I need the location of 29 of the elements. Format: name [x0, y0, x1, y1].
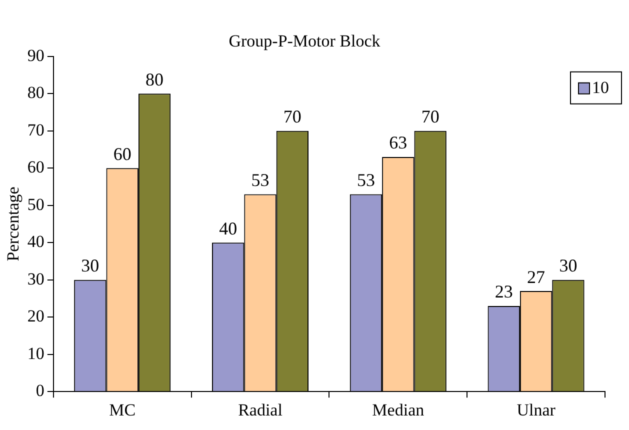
data-label: 63 [389, 132, 408, 153]
chart-title: Group-P-Motor Block [228, 32, 381, 51]
data-label: 40 [219, 218, 238, 238]
y-tick-label: 0 [36, 381, 44, 400]
data-label: 27 [527, 266, 546, 287]
data-label: 23 [494, 282, 513, 302]
legend-label: 10 [592, 78, 609, 97]
y-tick-label: 20 [27, 306, 44, 326]
y-tick-label: 60 [27, 158, 44, 177]
data-label: 53 [356, 170, 375, 190]
x-tick-label: Radial [238, 400, 283, 420]
y-axis-title: Percentage [4, 186, 23, 262]
y-tick-label: 40 [27, 232, 44, 252]
x-tick-label: Ulnar [516, 400, 556, 420]
data-label: 70 [421, 106, 440, 127]
y-tick-label: 80 [27, 83, 44, 102]
data-label: 80 [146, 69, 164, 90]
data-label: 70 [283, 106, 302, 127]
data-label: 30 [559, 256, 578, 276]
y-tick-label: 10 [27, 344, 44, 363]
x-tick-label: MC [109, 400, 136, 420]
y-tick-label: 90 [27, 46, 44, 65]
data-label: 60 [113, 144, 132, 164]
x-tick-label: Median [372, 400, 425, 420]
data-label: 53 [251, 170, 270, 190]
y-tick-label: 50 [27, 194, 44, 214]
data-label: 30 [81, 256, 100, 276]
y-tick-label: 70 [27, 120, 44, 140]
y-tick-label: 30 [27, 269, 44, 288]
